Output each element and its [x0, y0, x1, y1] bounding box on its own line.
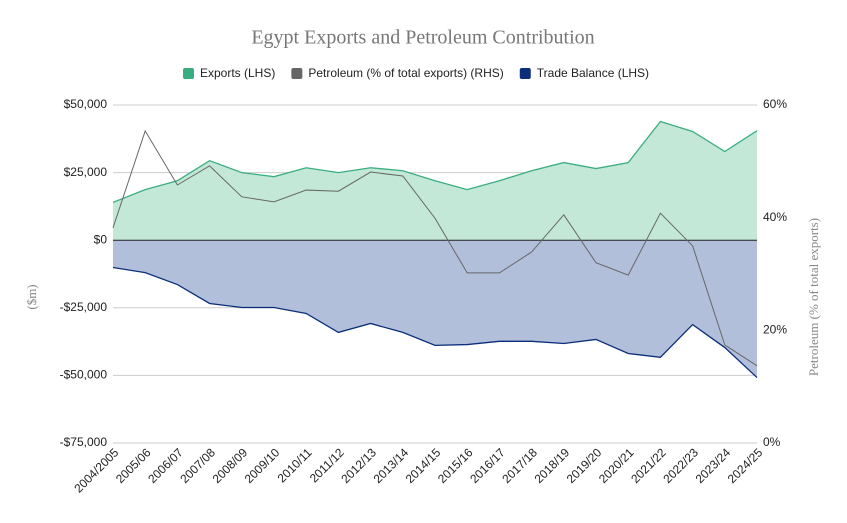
- legend-swatch: [519, 68, 531, 79]
- legend-label: Trade Balance (LHS): [537, 66, 649, 80]
- chart-title: Egypt Exports and Petroleum Contribution: [251, 27, 594, 49]
- legend-label: Petroleum (% of total exports) (RHS): [308, 66, 503, 80]
- legend-swatch: [291, 68, 303, 79]
- y-tick-label: $50,000: [64, 97, 108, 111]
- y2-tick-label: 0%: [763, 435, 781, 449]
- y-tick-label: -$75,000: [60, 435, 108, 449]
- plot: [112, 120, 758, 379]
- y2-axis-title: Petroleum (% of total exports): [806, 218, 821, 376]
- y-tick-label: $0: [94, 232, 108, 246]
- y-tick-label: -$50,000: [60, 368, 108, 382]
- line: [112, 120, 758, 203]
- y2-tick-label: 20%: [763, 323, 787, 337]
- line: [112, 129, 758, 367]
- line: [112, 266, 758, 379]
- x-tick-label: 2004/2005: [71, 445, 121, 495]
- y-axis-title: ($m): [24, 284, 39, 309]
- y-tick-label: $25,000: [64, 165, 108, 179]
- x-tick-label: 2024/25: [725, 445, 766, 486]
- x-tick-label: 2009/10: [242, 445, 283, 486]
- x-tick-label: 2010/11: [275, 445, 315, 485]
- y2-tick-label: 40%: [763, 210, 787, 224]
- legend: Exports (LHS) Petroleum (% of total expor…: [183, 66, 649, 80]
- legend-label: Exports (LHS): [200, 66, 275, 80]
- y-tick-label: -$25,000: [60, 300, 108, 314]
- y2-tick-label: 60%: [763, 97, 787, 111]
- legend-swatch: [183, 68, 194, 79]
- area: [113, 240, 757, 378]
